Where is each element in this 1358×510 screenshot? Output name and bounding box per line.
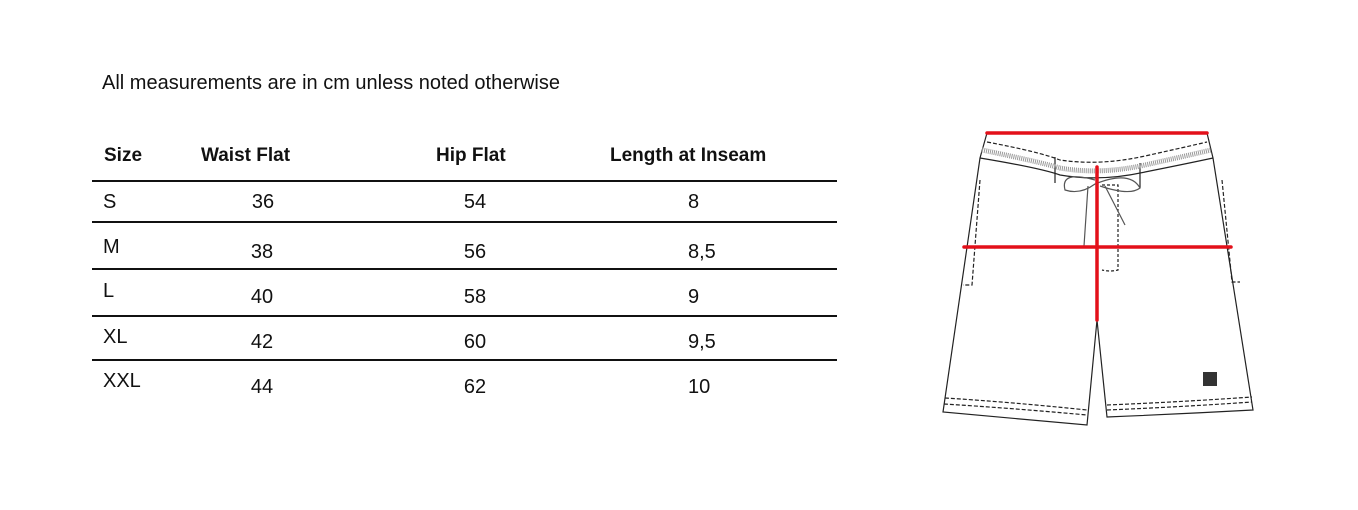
waist-cell: 44 — [250, 376, 274, 398]
measure-lines — [962, 131, 1233, 322]
row-divider — [92, 221, 837, 223]
row-divider — [92, 180, 837, 182]
waist-cell: 36 — [251, 191, 275, 213]
header-waist-flat: Waist Flat — [201, 145, 291, 166]
length-cell: 9,5 — [688, 331, 716, 353]
length-cell: 8,5 — [688, 241, 716, 263]
length-cell: 9 — [688, 286, 700, 308]
size-cell: L — [103, 280, 115, 302]
size-cell: S — [103, 191, 117, 213]
length-cell: 10 — [688, 376, 711, 398]
length-cell: 8 — [688, 191, 700, 213]
size-cell: XL — [103, 326, 128, 348]
hip-cell: 60 — [463, 331, 487, 353]
hip-cell: 54 — [463, 191, 487, 213]
hip-cell: 58 — [463, 286, 487, 308]
hip-cell: 56 — [463, 241, 487, 263]
size-cell: XXL — [103, 370, 141, 392]
size-cell: M — [103, 236, 120, 258]
hip-cell: 62 — [463, 376, 487, 398]
units-note: All measurements are in cm unless noted … — [102, 72, 560, 94]
waist-cell: 38 — [250, 241, 274, 263]
header-hip-flat: Hip Flat — [436, 145, 506, 166]
logo-patch — [1203, 372, 1217, 386]
row-divider — [92, 268, 837, 270]
header-length-at-inseam: Length at Inseam — [610, 145, 767, 166]
row-divider — [92, 359, 837, 361]
row-divider — [92, 315, 837, 317]
waist-cell: 40 — [250, 286, 274, 308]
waist-cell: 42 — [250, 331, 274, 353]
header-size: Size — [104, 145, 143, 166]
